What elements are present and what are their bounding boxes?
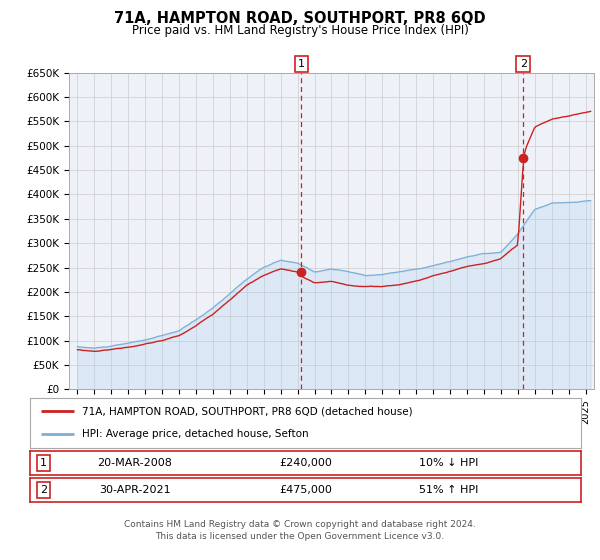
Text: 1: 1 bbox=[298, 59, 305, 69]
Text: 2: 2 bbox=[40, 485, 47, 494]
Text: 10% ↓ HPI: 10% ↓ HPI bbox=[419, 458, 478, 468]
Text: 51% ↑ HPI: 51% ↑ HPI bbox=[419, 485, 478, 494]
Text: 20-MAR-2008: 20-MAR-2008 bbox=[97, 458, 172, 468]
Text: 71A, HAMPTON ROAD, SOUTHPORT, PR8 6QD (detached house): 71A, HAMPTON ROAD, SOUTHPORT, PR8 6QD (d… bbox=[82, 406, 413, 416]
Text: 30-APR-2021: 30-APR-2021 bbox=[99, 485, 170, 494]
Text: £240,000: £240,000 bbox=[279, 458, 332, 468]
Text: Price paid vs. HM Land Registry's House Price Index (HPI): Price paid vs. HM Land Registry's House … bbox=[131, 24, 469, 36]
Text: Contains HM Land Registry data © Crown copyright and database right 2024.: Contains HM Land Registry data © Crown c… bbox=[124, 520, 476, 529]
Text: 71A, HAMPTON ROAD, SOUTHPORT, PR8 6QD: 71A, HAMPTON ROAD, SOUTHPORT, PR8 6QD bbox=[114, 11, 486, 26]
Text: HPI: Average price, detached house, Sefton: HPI: Average price, detached house, Seft… bbox=[82, 429, 309, 439]
Text: 1: 1 bbox=[40, 458, 47, 468]
Text: This data is licensed under the Open Government Licence v3.0.: This data is licensed under the Open Gov… bbox=[155, 532, 445, 541]
Text: £475,000: £475,000 bbox=[279, 485, 332, 494]
Text: 2: 2 bbox=[520, 59, 527, 69]
